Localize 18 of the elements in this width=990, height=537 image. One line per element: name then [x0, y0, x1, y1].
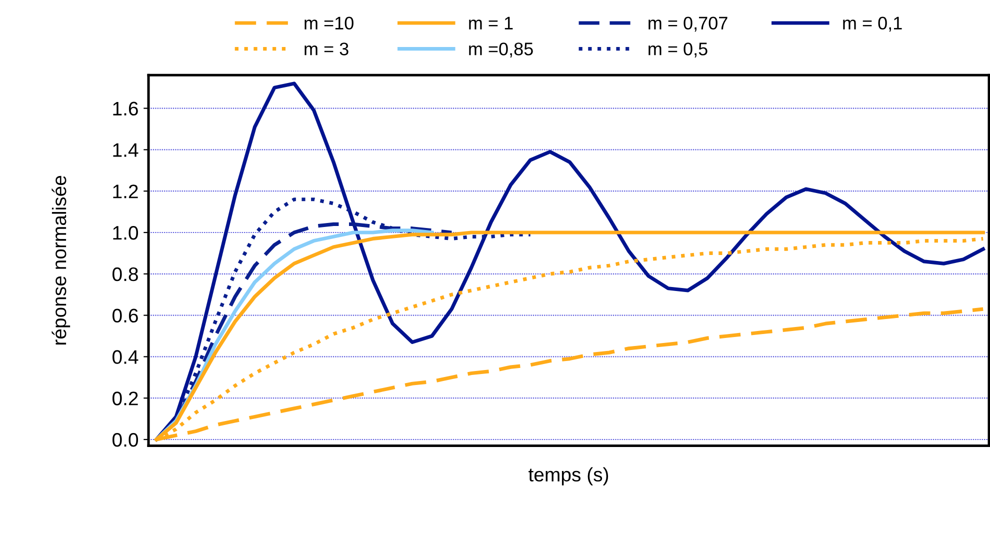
- y-tick-label: 1.4: [113, 143, 138, 157]
- y-tick-label: 0.6: [112, 308, 138, 323]
- legend-label: m = 1: [469, 16, 513, 30]
- x-axis-title: temps (s): [528, 467, 608, 486]
- legend-label: m =10: [304, 16, 354, 30]
- y-axis-title: réponse normalisée: [52, 176, 70, 345]
- y-tick-label: 0.4: [112, 350, 138, 364]
- y-tick-label: 0.2: [112, 392, 138, 406]
- y-tick-label: 1.6: [113, 102, 138, 116]
- legend-label: m = 0,1: [843, 16, 902, 32]
- legend-label: m = 3: [304, 42, 348, 56]
- y-tick-label: 1.2: [113, 184, 138, 198]
- legend-label: m = 0,707: [648, 16, 728, 32]
- y-tick-label: 1.0: [113, 226, 138, 240]
- y-tick-label: 0.8: [112, 267, 138, 282]
- legend-label: m =0,85: [469, 42, 533, 58]
- y-tick-label: 0.0: [112, 432, 138, 447]
- legend-label: m = 0,5: [648, 42, 708, 58]
